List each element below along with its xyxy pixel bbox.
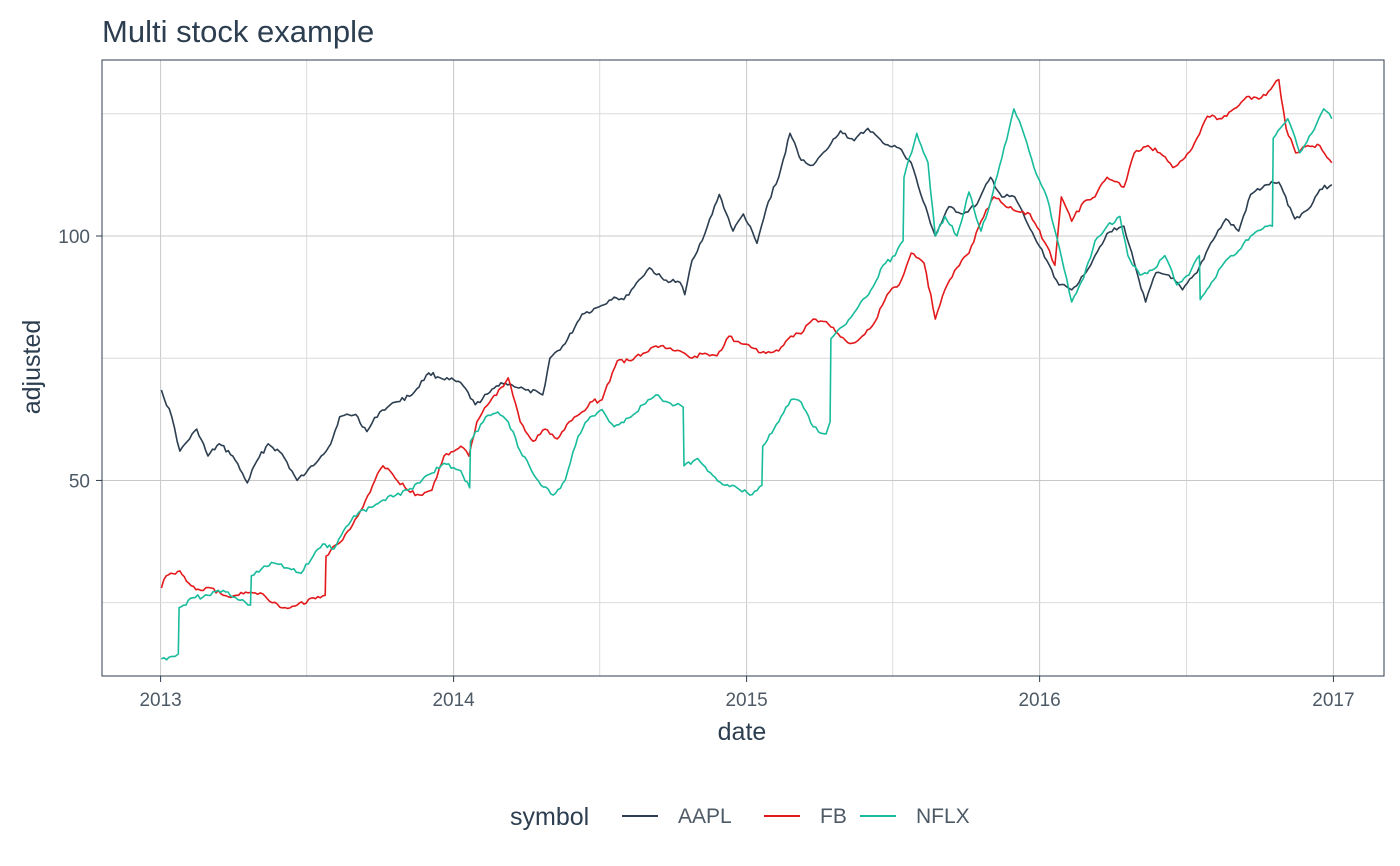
legend-label-nflx: NFLX — [916, 805, 970, 828]
series-line-aapl — [160, 127, 1333, 484]
y-axis-title: adjusted — [18, 320, 46, 415]
series-line-nflx — [161, 108, 1333, 661]
legend-label-aapl: AAPL — [678, 805, 732, 828]
y-tick-label: 100 — [58, 227, 90, 248]
legend-label-fb: FB — [820, 805, 847, 828]
panel-border — [101, 59, 1385, 677]
y-tick-label: 50 — [69, 471, 90, 492]
x-axis-title: date — [718, 718, 767, 746]
series-line-fb — [160, 78, 1333, 610]
axes: 2013 2014 2015 2016 2017 50 100 — [58, 227, 1354, 711]
x-tick-label: 2013 — [139, 690, 181, 711]
legend: symbol AAPL FB NFLX — [510, 803, 970, 831]
x-tick-label: 2015 — [725, 690, 767, 711]
x-tick-label: 2016 — [1018, 690, 1060, 711]
x-tick-label: 2014 — [432, 690, 475, 711]
legend-title: symbol — [510, 803, 589, 831]
x-tick-label: 2017 — [1312, 690, 1354, 711]
series-lines — [160, 78, 1333, 661]
grid-lines — [102, 60, 1384, 676]
chart-title: Multi stock example — [102, 14, 375, 49]
